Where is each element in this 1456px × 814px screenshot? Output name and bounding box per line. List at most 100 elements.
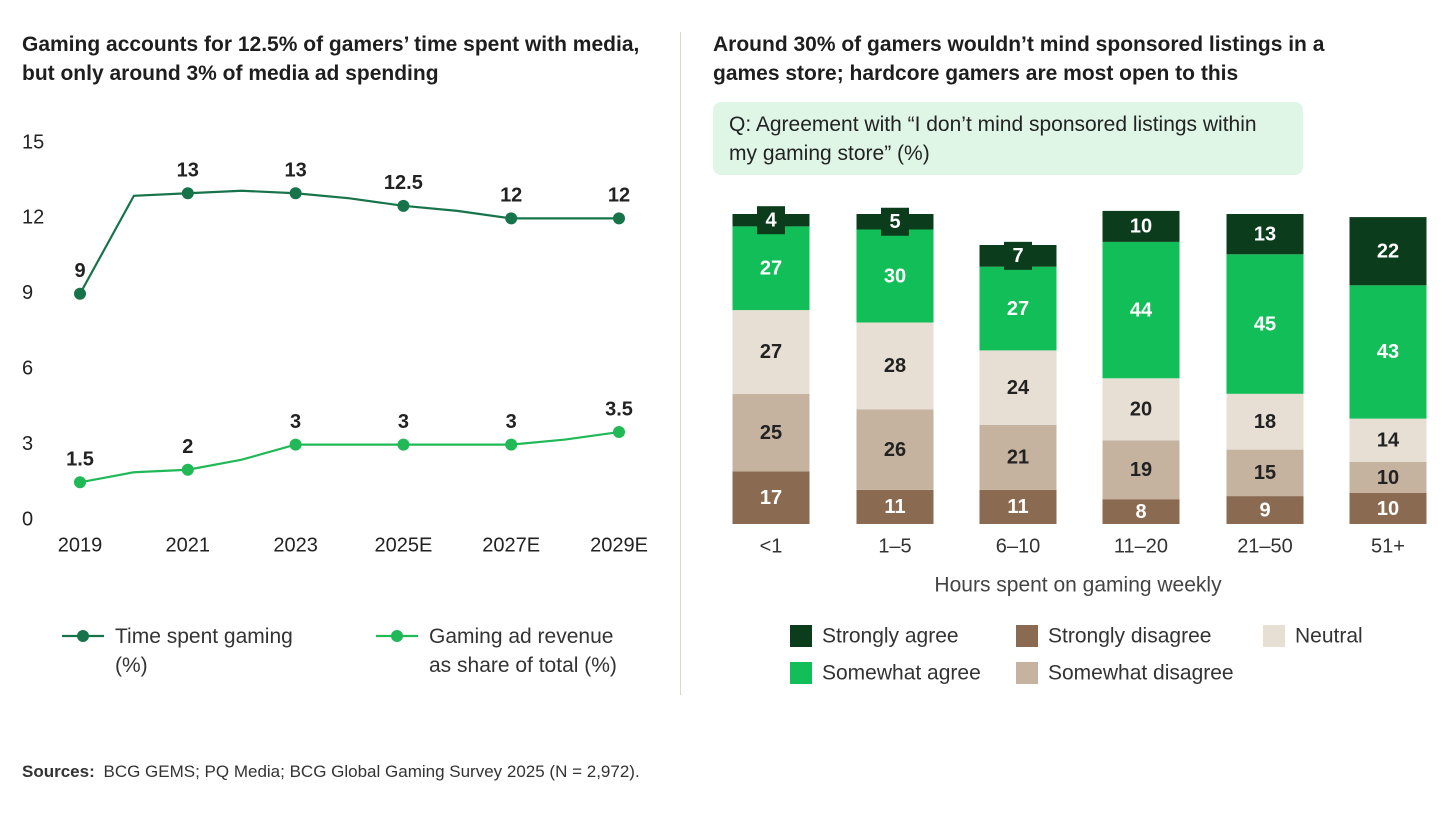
data-label: 3 — [506, 411, 517, 433]
sources-label: Sources: — [22, 762, 95, 781]
x-tick-label: 11–20 — [1114, 535, 1168, 557]
sources-text: BCG GEMS; PQ Media; BCG Global Gaming Su… — [103, 762, 640, 781]
data-label: 4 — [765, 209, 777, 231]
bar-segment — [979, 489, 1057, 524]
point — [505, 438, 518, 451]
legend-marker — [391, 630, 403, 642]
x-tick-label: 51+ — [1371, 535, 1405, 557]
label-box — [881, 207, 909, 236]
point — [613, 426, 625, 439]
bar-segment — [1226, 254, 1304, 394]
bar-segment — [979, 350, 1057, 425]
bar-segment — [1102, 499, 1180, 524]
point — [74, 287, 86, 300]
x-tick-label: 21–50 — [1237, 535, 1293, 557]
data-label: 15 — [1254, 462, 1276, 484]
data-label: 27 — [760, 258, 782, 280]
data-label: 11 — [1007, 496, 1028, 518]
legend-swatch — [1016, 625, 1038, 647]
chart-title: Around 30% of gamers wouldn’t mind spons… — [713, 33, 1325, 85]
point — [613, 212, 625, 225]
y-tick-label: 15 — [22, 131, 44, 153]
bar-segment — [1226, 393, 1304, 450]
x-tick-label: 2025E — [374, 534, 432, 556]
bar-segment — [1226, 214, 1304, 255]
bar-segment — [732, 226, 810, 311]
data-label: 7 — [1012, 245, 1023, 267]
bar-segment — [1349, 285, 1427, 419]
data-label: 8 — [1135, 501, 1146, 523]
bar-segment — [856, 322, 934, 410]
label-box — [757, 206, 785, 235]
data-label: 12 — [500, 185, 522, 207]
legend-label: Strongly disagree — [1048, 625, 1211, 648]
x-axis-title: Hours spent on gaming weekly — [934, 574, 1222, 597]
bar-segment — [1102, 440, 1180, 500]
data-label: 3 — [290, 411, 301, 433]
bar-segment — [1102, 241, 1180, 379]
x-tick-label: 6–10 — [996, 535, 1041, 557]
x-tick-label: 2021 — [166, 534, 211, 556]
x-tick-label: 2019 — [58, 534, 103, 556]
point — [74, 476, 86, 489]
data-label: 20 — [1130, 399, 1152, 421]
x-tick-label: 2023 — [273, 534, 318, 556]
bar-segment — [1102, 378, 1180, 441]
y-tick-label: 3 — [22, 433, 33, 455]
bar-segment — [979, 424, 1057, 490]
data-label: 30 — [884, 265, 906, 287]
point — [397, 438, 410, 451]
point — [397, 199, 410, 212]
legend-label: Neutral — [1295, 625, 1363, 648]
legend-swatch — [790, 662, 812, 684]
data-label: 10 — [1130, 216, 1152, 238]
y-tick-label: 9 — [22, 282, 33, 304]
question: Q: Agreement with “I don’t mind sponsore… — [729, 113, 1257, 165]
sources: Sources: BCG GEMS; PQ Media; BCG Global … — [22, 762, 640, 782]
line — [79, 430, 620, 484]
legend-label: Strongly agree — [822, 625, 959, 648]
y-tick-label: 0 — [22, 508, 33, 530]
data-label: 26 — [884, 439, 906, 461]
data-label: 22 — [1377, 240, 1399, 262]
x-tick-label: 1–5 — [878, 535, 911, 557]
data-label: 28 — [884, 355, 906, 377]
data-label: 27 — [1007, 298, 1029, 320]
data-label: 13 — [284, 160, 306, 182]
x-tick-label: 2027E — [482, 534, 540, 556]
data-label: 10 — [1377, 498, 1399, 520]
point — [505, 212, 518, 225]
data-label: 25 — [760, 422, 782, 444]
question-box: Q: Agreement with “I don’t mind sponsore… — [713, 102, 1303, 175]
data-label: 10 — [1377, 467, 1399, 489]
data-label: 17 — [760, 487, 782, 509]
data-label: 21 — [1007, 447, 1029, 469]
data-label: 9 — [74, 260, 85, 282]
bar-segment — [732, 310, 810, 394]
bar-segment — [1349, 418, 1427, 462]
data-label: 19 — [1130, 459, 1152, 481]
data-label: 13 — [1254, 223, 1276, 245]
legend-swatch — [1263, 625, 1285, 647]
bar-segment — [732, 393, 810, 472]
data-label: 13 — [177, 160, 199, 182]
data-label: 3 — [398, 411, 409, 433]
point — [181, 463, 194, 476]
data-label: 45 — [1254, 313, 1276, 335]
data-label: 18 — [1254, 411, 1276, 433]
x-tick-label: <1 — [760, 535, 783, 557]
point — [289, 187, 302, 200]
legend-label: Somewhat disagree — [1048, 662, 1234, 685]
data-label: 2 — [182, 436, 193, 458]
legend-label: Gaming ad revenue as share of total (%) — [429, 625, 617, 677]
legend-marker — [77, 630, 89, 642]
data-label: 14 — [1377, 430, 1400, 452]
data-label: 43 — [1377, 341, 1399, 363]
bar-segment — [1226, 449, 1304, 497]
bar-segment — [1349, 217, 1427, 286]
legend-swatch — [790, 625, 812, 647]
data-label: 11 — [884, 496, 905, 518]
bar-segment — [732, 471, 810, 524]
